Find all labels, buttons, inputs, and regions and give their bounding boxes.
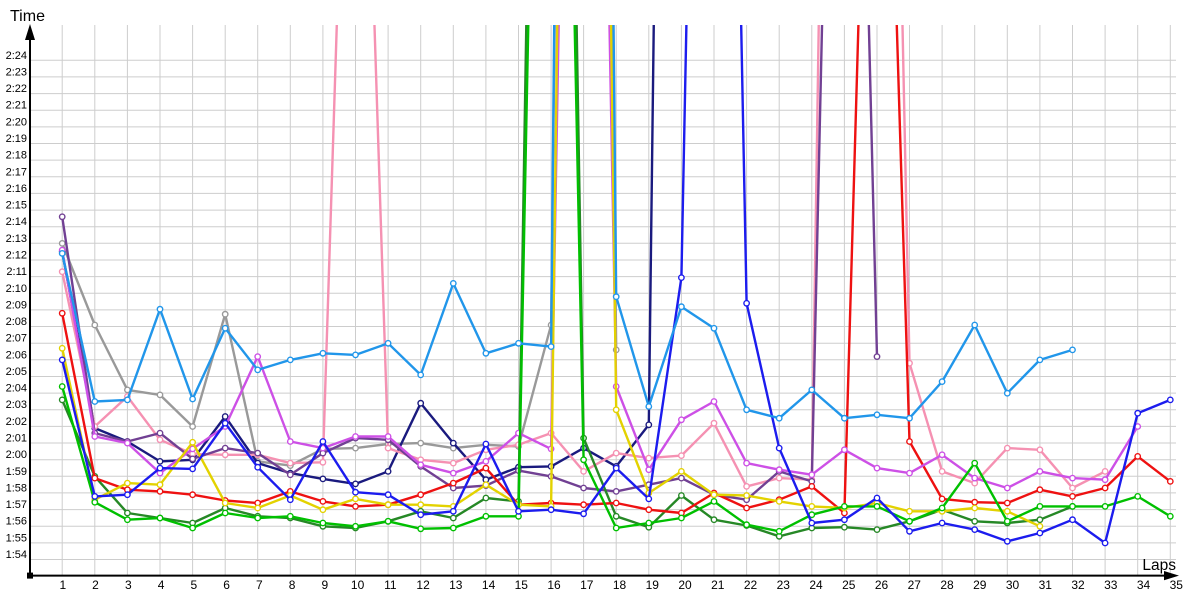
svg-text:30: 30 — [1006, 578, 1020, 592]
svg-text:2:20: 2:20 — [6, 116, 27, 128]
svg-text:1:54: 1:54 — [6, 549, 27, 561]
svg-text:20: 20 — [678, 578, 692, 592]
svg-text:25: 25 — [842, 578, 856, 592]
svg-text:2:04: 2:04 — [6, 383, 27, 395]
svg-text:1:59: 1:59 — [6, 466, 27, 478]
svg-text:17: 17 — [580, 578, 594, 592]
svg-text:2:17: 2:17 — [6, 166, 27, 178]
svg-text:18: 18 — [613, 578, 627, 592]
svg-text:2:11: 2:11 — [6, 266, 27, 278]
svg-text:2:12: 2:12 — [6, 250, 27, 262]
svg-text:29: 29 — [973, 578, 987, 592]
svg-text:2:01: 2:01 — [6, 433, 27, 445]
svg-text:2:21: 2:21 — [6, 100, 27, 112]
svg-text:9: 9 — [321, 578, 328, 592]
svg-text:Time: Time — [10, 8, 45, 25]
svg-text:2:13: 2:13 — [6, 233, 27, 245]
svg-text:10: 10 — [351, 578, 365, 592]
svg-text:1:57: 1:57 — [6, 499, 27, 511]
svg-text:2:23: 2:23 — [6, 66, 27, 78]
svg-text:2:03: 2:03 — [6, 399, 27, 411]
svg-text:8: 8 — [289, 578, 296, 592]
svg-text:26: 26 — [875, 578, 889, 592]
svg-text:12: 12 — [416, 578, 430, 592]
svg-text:2:02: 2:02 — [6, 416, 27, 428]
svg-text:1: 1 — [59, 578, 66, 592]
svg-text:2:22: 2:22 — [6, 83, 27, 95]
svg-text:2:00: 2:00 — [6, 449, 27, 461]
svg-text:5: 5 — [190, 578, 197, 592]
svg-text:28: 28 — [940, 578, 954, 592]
svg-text:7: 7 — [256, 578, 263, 592]
svg-text:13: 13 — [449, 578, 463, 592]
svg-text:Laps: Laps — [1142, 557, 1176, 574]
svg-text:2:07: 2:07 — [6, 333, 27, 345]
svg-text:2:15: 2:15 — [6, 200, 27, 212]
svg-text:2:09: 2:09 — [6, 299, 27, 311]
svg-text:3: 3 — [125, 578, 132, 592]
svg-text:35: 35 — [1170, 578, 1184, 592]
svg-text:6: 6 — [223, 578, 230, 592]
svg-text:2:06: 2:06 — [6, 349, 27, 361]
svg-text:2:19: 2:19 — [6, 133, 27, 145]
svg-text:2:24: 2:24 — [6, 50, 27, 62]
svg-text:1:55: 1:55 — [6, 532, 27, 544]
svg-text:15: 15 — [515, 578, 529, 592]
svg-text:24: 24 — [809, 578, 823, 592]
svg-text:16: 16 — [547, 578, 561, 592]
svg-text:33: 33 — [1104, 578, 1118, 592]
svg-text:1:56: 1:56 — [6, 516, 27, 528]
svg-text:22: 22 — [744, 578, 758, 592]
svg-text:2:16: 2:16 — [6, 183, 27, 195]
svg-text:2:18: 2:18 — [6, 150, 27, 162]
svg-text:2:05: 2:05 — [6, 366, 27, 378]
svg-text:2:10: 2:10 — [6, 283, 27, 295]
svg-text:4: 4 — [158, 578, 165, 592]
svg-text:27: 27 — [908, 578, 922, 592]
svg-text:1:58: 1:58 — [6, 482, 27, 494]
svg-text:34: 34 — [1137, 578, 1151, 592]
svg-text:21: 21 — [711, 578, 725, 592]
svg-text:2:14: 2:14 — [6, 216, 27, 228]
svg-text:14: 14 — [482, 578, 496, 592]
svg-text:2: 2 — [92, 578, 99, 592]
svg-text:2:08: 2:08 — [6, 316, 27, 328]
svg-text:23: 23 — [777, 578, 791, 592]
svg-text:32: 32 — [1071, 578, 1085, 592]
svg-text:31: 31 — [1039, 578, 1053, 592]
svg-text:19: 19 — [646, 578, 660, 592]
svg-text:11: 11 — [384, 578, 397, 592]
